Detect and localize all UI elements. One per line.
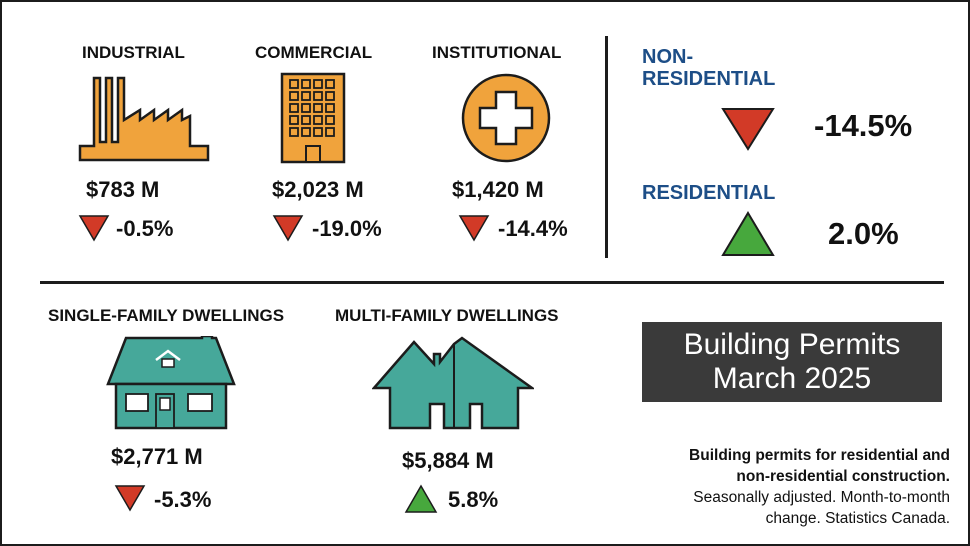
title-line2: March 2025 bbox=[712, 362, 872, 395]
residential-change: 2.0% bbox=[828, 216, 899, 251]
multi-family-change: 5.8% bbox=[448, 487, 499, 512]
horizontal-divider bbox=[40, 281, 944, 284]
single-house-icon bbox=[106, 336, 236, 430]
single-family-change: -5.3% bbox=[154, 487, 212, 512]
down-triangle-icon bbox=[78, 215, 110, 242]
industrial-amount: $783 M bbox=[86, 177, 160, 202]
non-residential-change: -14.5% bbox=[814, 108, 913, 143]
office-building-icon bbox=[280, 72, 346, 164]
commercial-amount: $2,023 M bbox=[272, 177, 364, 202]
down-triangle-icon bbox=[272, 215, 304, 242]
title-box: Building Permits March 2025 bbox=[642, 322, 942, 402]
note-line3: Seasonally adjusted. Month-to-month bbox=[693, 489, 950, 506]
single-family-label: SINGLE-FAMILY DWELLINGS bbox=[48, 306, 285, 325]
institutional-amount: $1,420 M bbox=[452, 177, 544, 202]
single-family-amount: $2,771 M bbox=[111, 444, 203, 469]
factory-icon bbox=[78, 76, 210, 162]
commercial-label: COMMERCIAL bbox=[255, 43, 373, 62]
hospital-cross-icon bbox=[461, 73, 551, 163]
vertical-divider bbox=[605, 36, 608, 258]
institutional-change: -14.4% bbox=[498, 216, 568, 241]
multi-family-label: MULTI-FAMILY DWELLINGS bbox=[335, 306, 559, 325]
residential-label: RESIDENTIAL bbox=[642, 182, 776, 204]
commercial-change: -19.0% bbox=[312, 216, 382, 241]
down-triangle-icon bbox=[458, 215, 490, 242]
down-triangle-icon bbox=[721, 108, 775, 151]
note-bold-line1: Building permits for residential and bbox=[689, 447, 950, 464]
multi-house-icon bbox=[372, 336, 534, 430]
down-triangle-icon bbox=[114, 485, 146, 512]
up-triangle-icon bbox=[721, 211, 775, 256]
institutional-label: INSTITUTIONAL bbox=[432, 43, 562, 62]
title-line1: Building Permits bbox=[683, 328, 901, 361]
note-line4: change. Statistics Canada. bbox=[765, 510, 950, 527]
footnote: Building permits for residential and non… bbox=[620, 445, 950, 529]
note-bold-line2: non-residential construction. bbox=[736, 468, 950, 485]
industrial-change: -0.5% bbox=[116, 216, 174, 241]
industrial-label: INDUSTRIAL bbox=[82, 43, 185, 62]
up-triangle-icon bbox=[404, 484, 438, 513]
multi-family-amount: $5,884 M bbox=[402, 448, 494, 473]
non-residential-label: NON- RESIDENTIAL bbox=[642, 46, 776, 90]
